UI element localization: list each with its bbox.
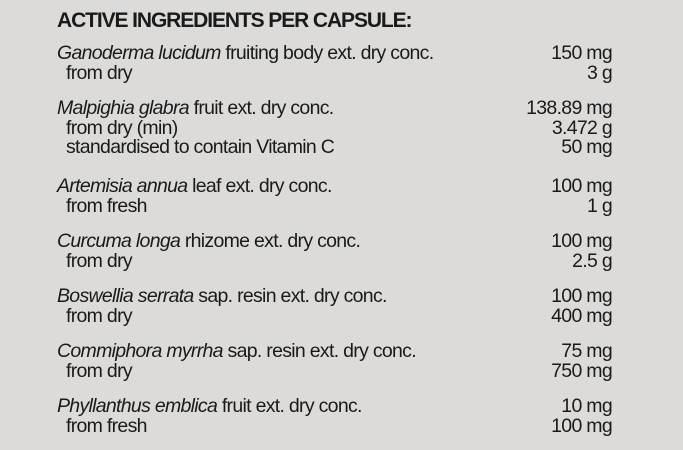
ingredient-group: Artemisia annua leaf ext. dry conc. 100 … bbox=[57, 175, 613, 217]
ingredient-subrow: from fresh 100 mg bbox=[57, 414, 613, 437]
subrow-label: from dry bbox=[66, 359, 133, 382]
ingredient-description: sap. resin ext. dry conc. bbox=[193, 285, 387, 307]
ingredient-group: Curcuma longa rhizome ext. dry conc. 100… bbox=[57, 230, 613, 272]
subrow-amount: 750 mg bbox=[551, 359, 613, 382]
ingredient-description: leaf ext. dry conc. bbox=[187, 175, 332, 197]
subrow-amount: 1 g bbox=[586, 194, 613, 217]
subrow-amount: 400 mg bbox=[551, 304, 613, 327]
ingredient-subrow: from dry 750 mg bbox=[57, 359, 613, 382]
species-name: Commiphora myrrha bbox=[57, 340, 224, 362]
species-name: Curcuma longa bbox=[57, 230, 181, 252]
ingredient-subrow: from dry (min) 3.472 g bbox=[57, 116, 613, 139]
ingredient-amount: 100 mg bbox=[551, 230, 613, 252]
species-name: Ganoderma lucidum bbox=[57, 42, 221, 64]
species-name: Phyllanthus emblica bbox=[57, 395, 218, 417]
subrow-amount: 50 mg bbox=[561, 136, 612, 158]
subrow-amount: 2.5 g bbox=[572, 249, 613, 272]
ingredient-subrow: from dry 400 mg bbox=[57, 304, 613, 327]
ingredient-group: Boswellia serrata sap. resin ext. dry co… bbox=[57, 285, 613, 327]
subrow-amount: 3 g bbox=[586, 61, 613, 84]
ingredient-amount: 75 mg bbox=[561, 340, 612, 362]
subrow-amount: 100 mg bbox=[551, 414, 613, 437]
subrow-label: from fresh bbox=[66, 414, 147, 437]
species-name: Malpighia glabra bbox=[57, 97, 190, 119]
ingredient-subrow: from dry 3 g bbox=[57, 61, 613, 84]
ingredient-group: Phyllanthus emblica fruit ext. dry conc.… bbox=[57, 395, 613, 437]
ingredient-row: Malpighia glabra fruit ext. dry conc. 13… bbox=[57, 97, 613, 119]
ingredient-row: Commiphora myrrha sap. resin ext. dry co… bbox=[57, 340, 613, 362]
ingredient-amount: 100 mg bbox=[551, 175, 613, 197]
ingredient-row: Phyllanthus emblica fruit ext. dry conc.… bbox=[57, 395, 613, 417]
subrow-amount: 3.472 g bbox=[551, 116, 613, 139]
ingredient-subrow: from dry 2.5 g bbox=[57, 249, 613, 272]
ingredient-description: fruit ext. dry conc. bbox=[188, 97, 335, 119]
species-name: Artemisia annua bbox=[57, 175, 188, 197]
subrow-label: from dry bbox=[66, 61, 133, 84]
subrow-label: from dry bbox=[66, 304, 133, 327]
ingredient-group: Malpighia glabra fruit ext. dry conc. 13… bbox=[57, 97, 613, 158]
ingredient-group: Commiphora myrrha sap. resin ext. dry co… bbox=[57, 340, 613, 382]
subrow-label: standardised to contain Vitamin C bbox=[66, 136, 335, 158]
ingredient-subrow: standardised to contain Vitamin C 50 mg bbox=[57, 136, 613, 158]
ingredient-description: fruit ext. dry conc. bbox=[217, 395, 363, 417]
ingredients-heading: ACTIVE INGREDIENTS PER CAPSULE: bbox=[57, 9, 413, 32]
subrow-label: from fresh bbox=[66, 194, 147, 217]
ingredient-description: sap. resin ext. dry conc. bbox=[222, 340, 417, 362]
ingredient-description: rhizome ext. dry conc. bbox=[180, 230, 361, 252]
subrow-label: from dry bbox=[66, 249, 133, 272]
ingredient-description: fruiting body ext. dry conc. bbox=[220, 42, 434, 64]
ingredient-subrow: from fresh 1 g bbox=[57, 194, 613, 217]
ingredient-row: Ganoderma lucidum fruiting body ext. dry… bbox=[57, 42, 613, 64]
species-name: Boswellia serrata bbox=[57, 285, 194, 307]
ingredient-amount: 150 mg bbox=[551, 42, 613, 64]
ingredient-amount: 100 mg bbox=[551, 285, 613, 307]
ingredient-row: Boswellia serrata sap. resin ext. dry co… bbox=[57, 285, 613, 307]
ingredient-group: Ganoderma lucidum fruiting body ext. dry… bbox=[57, 42, 613, 84]
ingredient-row: Curcuma longa rhizome ext. dry conc. 100… bbox=[57, 230, 613, 252]
ingredient-row: Artemisia annua leaf ext. dry conc. 100 … bbox=[57, 175, 613, 197]
ingredient-amount: 10 mg bbox=[561, 395, 612, 417]
subrow-label: from dry (min) bbox=[66, 116, 178, 139]
ingredient-amount: 138.89 mg bbox=[526, 97, 613, 119]
